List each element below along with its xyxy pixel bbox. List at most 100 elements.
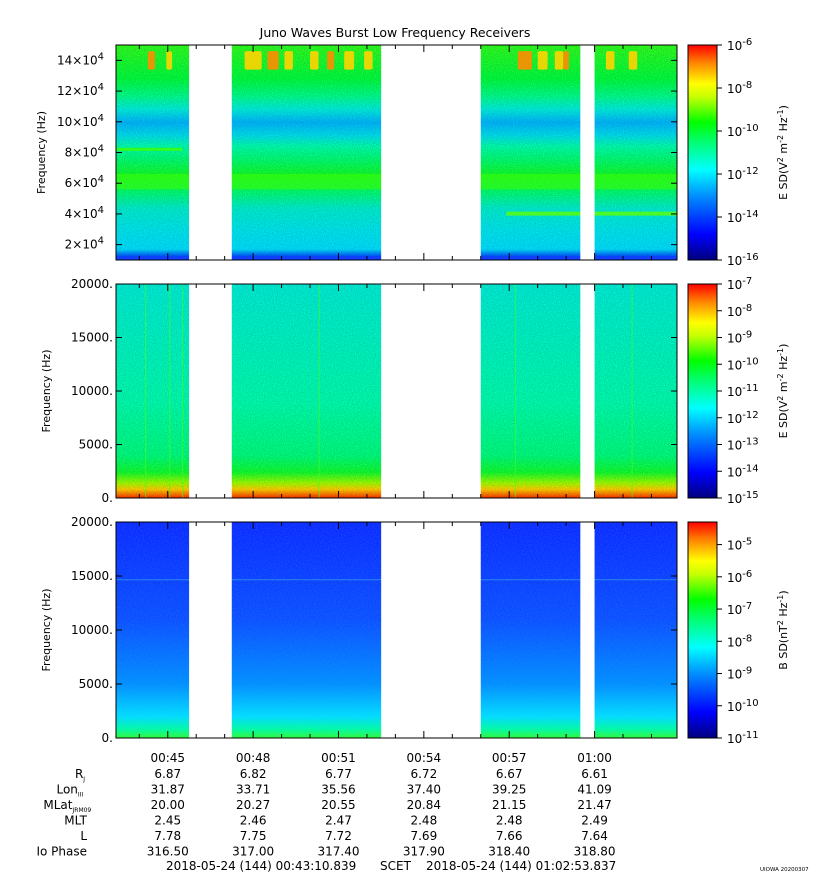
ephemeris-value-mlt: 2.47 — [325, 814, 352, 828]
colorbar-tick-label: 10-7 — [727, 276, 752, 292]
colorbar-tick-label: 10-9 — [727, 666, 752, 682]
ephemeris-label-sub-mlat: JRM09 — [72, 807, 92, 814]
y-axis-label: Frequency (Hz) — [35, 111, 48, 194]
ephemeris-value-l: 7.69 — [410, 829, 437, 843]
colorbar-tick-label: 10-8 — [727, 633, 752, 649]
spectrogram-panel-middle: 0. 5000. 10000. 15000. 20000. Frequency (Hz) 1… — [40, 276, 790, 506]
y-tick-label: 6×104 — [65, 174, 104, 190]
ephemeris-label-io: Io Phase — [36, 845, 87, 859]
colorbar-tick-label: 10-6 — [727, 569, 752, 585]
ephemeris-value-mlat: 20.27 — [236, 798, 270, 812]
ephemeris-value-l: 7.72 — [325, 829, 352, 843]
y-tick-label: 10×104 — [57, 113, 104, 129]
impulsive-line — [169, 284, 171, 498]
y-tick-label: 20000. — [71, 515, 113, 529]
scet-label: SCET — [380, 859, 412, 873]
data-gap — [381, 521, 481, 739]
y-tick-label: 4×104 — [65, 205, 104, 221]
x-tick-label: 01:00 — [577, 751, 612, 765]
ephemeris-value-rj: 6.82 — [240, 767, 267, 781]
ephemeris-value-l: 7.75 — [240, 829, 267, 843]
ephemeris-value-l: 7.66 — [496, 829, 523, 843]
colorbar-tick-label: 10-8 — [727, 80, 752, 96]
ephemeris-value-lon: 39.25 — [492, 783, 526, 797]
ephemeris-value-io: 317.40 — [317, 845, 359, 859]
ephemeris-value-lon: 33.71 — [236, 783, 270, 797]
emission-burst — [267, 51, 279, 70]
y-tick-label: 15000. — [71, 569, 113, 583]
emission-burst — [517, 51, 532, 70]
emission-burst — [628, 51, 638, 70]
colorbar-tick-label: 10-16 — [727, 252, 759, 268]
ephemeris-value-io: 318.80 — [574, 845, 616, 859]
ephemeris-value-mlt: 2.49 — [581, 814, 608, 828]
ephemeris-label-lon: Lon — [56, 783, 77, 797]
x-tick-label: 00:48 — [236, 751, 271, 765]
scet-start: 2018-05-24 (144) 00:43:10.839 — [166, 859, 356, 873]
emission-burst — [327, 51, 335, 70]
data-gap — [580, 283, 595, 499]
colorbar — [687, 521, 718, 739]
impulsive-line — [514, 284, 517, 498]
ephemeris-label-sub-rj: J — [82, 776, 85, 783]
colorbar-tick-label: 10-14 — [727, 463, 759, 479]
emission-burst — [166, 51, 173, 70]
emission-burst — [554, 51, 564, 70]
colorbar-tick-label: 10-6 — [727, 37, 752, 53]
colorbar-tick-label: 10-8 — [727, 303, 752, 319]
y-tick-label: 0. — [102, 491, 113, 505]
emission-burst — [537, 51, 548, 70]
ephemeris-label-mlt: MLT — [64, 814, 87, 828]
impulsive-line — [181, 284, 184, 498]
ephemeris-value-mlat: 20.00 — [151, 798, 185, 812]
emission-burst — [563, 51, 569, 70]
emission-burst — [344, 51, 355, 70]
colorbar-tick-label: 10-14 — [727, 209, 759, 225]
data-gap — [381, 283, 481, 499]
ephemeris-value-rj: 6.72 — [410, 767, 437, 781]
emission-burst — [364, 51, 373, 70]
emission-burst — [244, 51, 262, 70]
impulsive-line — [144, 284, 147, 498]
ephemeris-value-rj: 6.77 — [325, 767, 352, 781]
colorbar-tick-label: 10-12 — [727, 410, 759, 426]
ephemeris-value-mlat: 21.47 — [577, 798, 611, 812]
colorbar-tick-label: 10-15 — [727, 490, 759, 506]
ephemeris-value-rj: 6.87 — [154, 767, 181, 781]
colorbar-tick-label: 10-10 — [727, 356, 759, 372]
ephemeris-value-rj: 6.67 — [496, 767, 523, 781]
colorbar-label: E SD(V2 m-2 Hz-1) — [776, 344, 790, 439]
colorbar-tick-label: 10-10 — [727, 698, 759, 714]
credit-stamp: UIOWA 20200307 — [760, 867, 809, 873]
ephemeris-value-lon: 41.09 — [577, 783, 611, 797]
y-tick-label: 2×104 — [65, 236, 104, 252]
ephemeris-label-l: L — [80, 829, 87, 843]
emission-burst — [147, 51, 155, 70]
ephemeris-value-mlt: 2.45 — [154, 814, 181, 828]
emission-burst — [310, 51, 319, 70]
x-tick-label: 00:45 — [150, 751, 185, 765]
colorbar-tick-label: 10-5 — [727, 537, 752, 553]
ephemeris-label-mlat: MLat — [43, 798, 72, 812]
colorbar-tick-label: 10-10 — [727, 123, 759, 139]
emission-burst — [605, 51, 615, 70]
colorbar-tick-label: 10-9 — [727, 330, 752, 346]
data-gap — [189, 44, 232, 261]
ephemeris-value-mlat: 21.15 — [492, 798, 526, 812]
impulsive-line — [318, 284, 320, 498]
spectrogram-panel-top: 2×104 4×104 6×104 8×104 10×104 12×104 14×104 Fr… — [35, 37, 790, 268]
colorbar-tick-label: 10-11 — [727, 730, 759, 746]
y-tick-label: 10000. — [71, 384, 113, 398]
y-tick-label: 8×104 — [65, 144, 104, 160]
colorbar-label: E SD(V2 m-2 Hz-1) — [776, 105, 790, 200]
y-axis-label: Frequency (Hz) — [40, 589, 53, 672]
colorbar-label: B SD(nT2 Hz-1) — [776, 590, 790, 669]
ephemeris-value-io: 317.00 — [232, 845, 274, 859]
colorbar — [687, 283, 718, 499]
ephemeris-value-l: 7.78 — [154, 829, 181, 843]
ephemeris-values: 6.87 6.82 6.77 6.72 6.67 6.61 31.87 33.71 35.56 3… — [147, 767, 616, 859]
y-axis-label: Frequency (Hz) — [40, 350, 53, 433]
ephemeris-value-mlt: 2.46 — [240, 814, 267, 828]
